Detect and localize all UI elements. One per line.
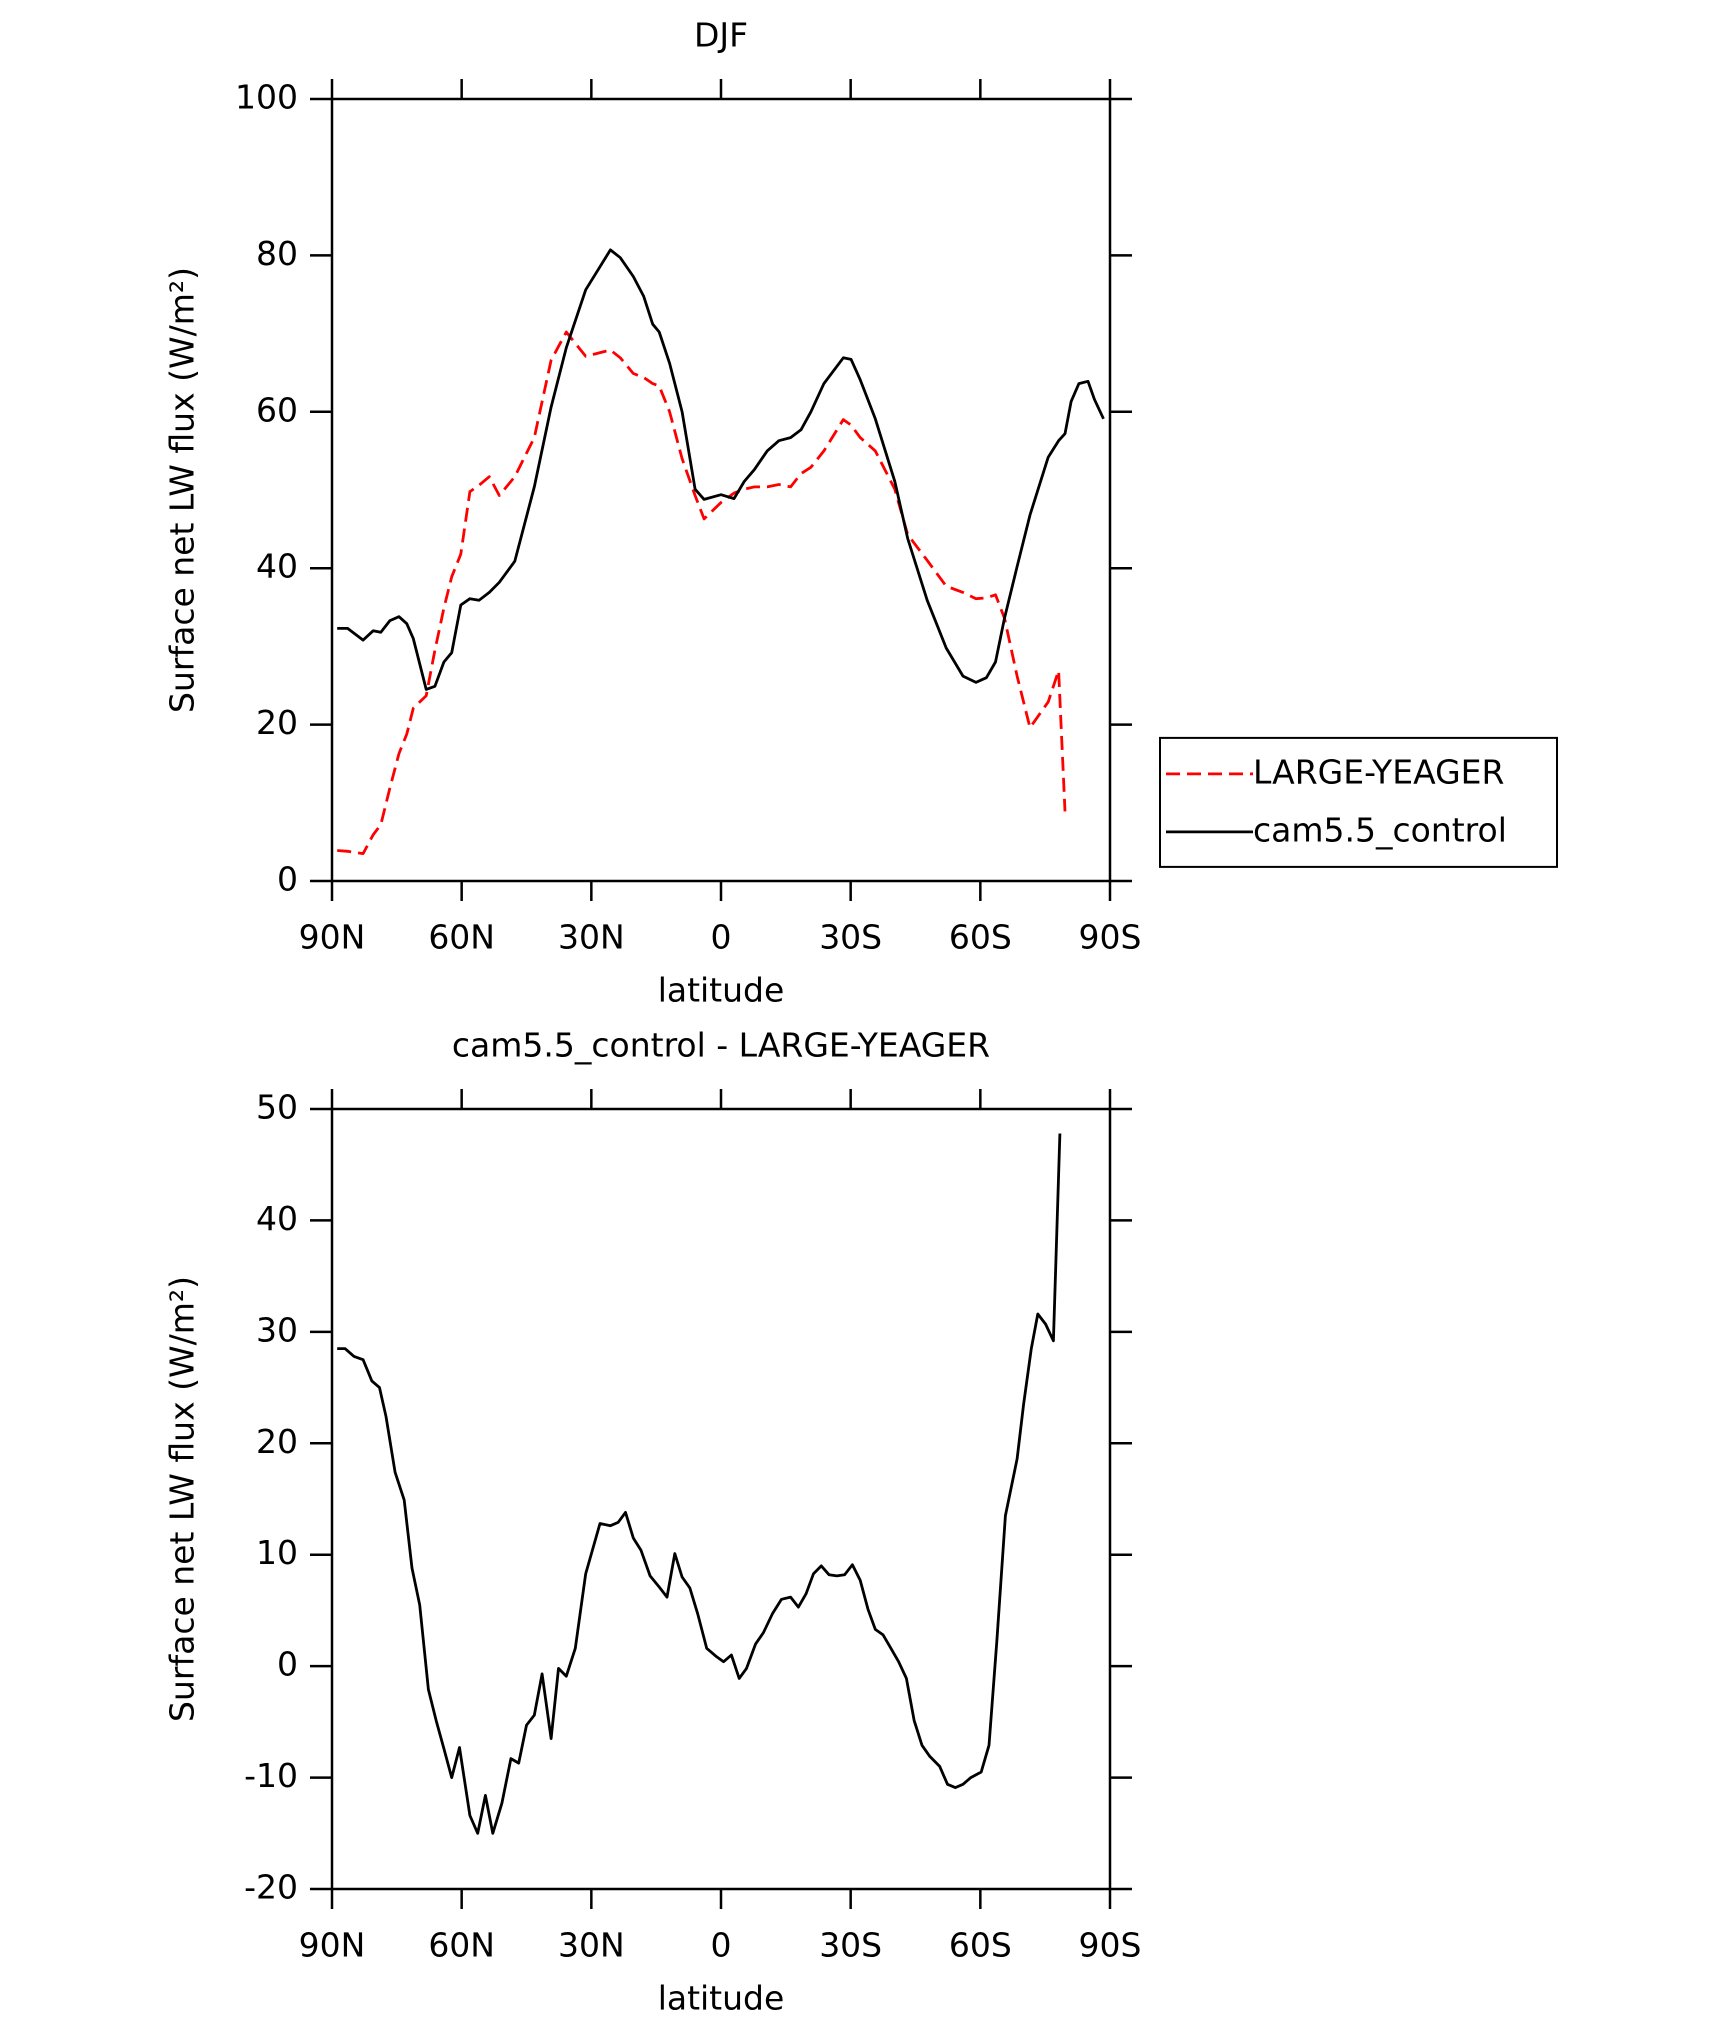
legend-box bbox=[1159, 736, 1558, 868]
x-tick-label: 30S bbox=[819, 918, 882, 957]
data-line bbox=[337, 330, 1067, 855]
chart-title: cam5.5_control - LARGE-YEAGER bbox=[452, 1026, 990, 1065]
data-line bbox=[337, 1133, 1062, 1835]
x-tick-label: 0 bbox=[711, 918, 732, 957]
y-tick-label: 20 bbox=[256, 1422, 298, 1461]
y-tick-label: 20 bbox=[256, 703, 298, 742]
x-tick-label: 90N bbox=[299, 918, 366, 957]
y-tick-label: 0 bbox=[277, 1645, 298, 1684]
y-axis-label: Surface net LW flux (W/m²) bbox=[163, 267, 202, 713]
y-tick-label: 0 bbox=[277, 860, 298, 899]
y-tick-label: 30 bbox=[256, 1310, 298, 1349]
y-tick-label: 100 bbox=[235, 78, 298, 117]
x-tick-label: 90S bbox=[1079, 1926, 1142, 1965]
x-tick-label: 60N bbox=[428, 1926, 495, 1965]
x-tick-label: 30N bbox=[558, 918, 625, 957]
plot-frame bbox=[330, 97, 1112, 883]
x-tick-label: 60S bbox=[949, 1926, 1012, 1965]
x-tick-label: 60S bbox=[949, 918, 1012, 957]
chart-title: DJF bbox=[694, 16, 748, 55]
y-tick-label: 10 bbox=[256, 1533, 298, 1572]
x-tick-label: 0 bbox=[711, 1926, 732, 1965]
y-tick-label: 50 bbox=[256, 1088, 298, 1127]
y-tick-label: -10 bbox=[244, 1756, 298, 1795]
x-tick-label: 60N bbox=[428, 918, 495, 957]
x-tick-label: 90S bbox=[1079, 918, 1142, 957]
x-tick-label: 30N bbox=[558, 1926, 625, 1965]
x-tick-label: 90N bbox=[299, 1926, 366, 1965]
x-tick-label: 30S bbox=[819, 1926, 882, 1965]
x-axis-label: latitude bbox=[658, 1979, 785, 2018]
y-tick-label: -20 bbox=[244, 1868, 298, 1907]
y-tick-label: 40 bbox=[256, 547, 298, 586]
x-axis-label: latitude bbox=[658, 971, 785, 1010]
y-tick-label: 80 bbox=[256, 234, 298, 273]
legend-label: LARGE-YEAGER bbox=[1253, 752, 1504, 791]
plot-frame bbox=[330, 1107, 1112, 1891]
y-axis-label: Surface net LW flux (W/m²) bbox=[163, 1276, 202, 1722]
data-line bbox=[337, 248, 1105, 691]
legend-label: cam5.5_control bbox=[1253, 810, 1507, 849]
y-tick-label: 60 bbox=[256, 390, 298, 429]
y-tick-label: 40 bbox=[256, 1199, 298, 1238]
